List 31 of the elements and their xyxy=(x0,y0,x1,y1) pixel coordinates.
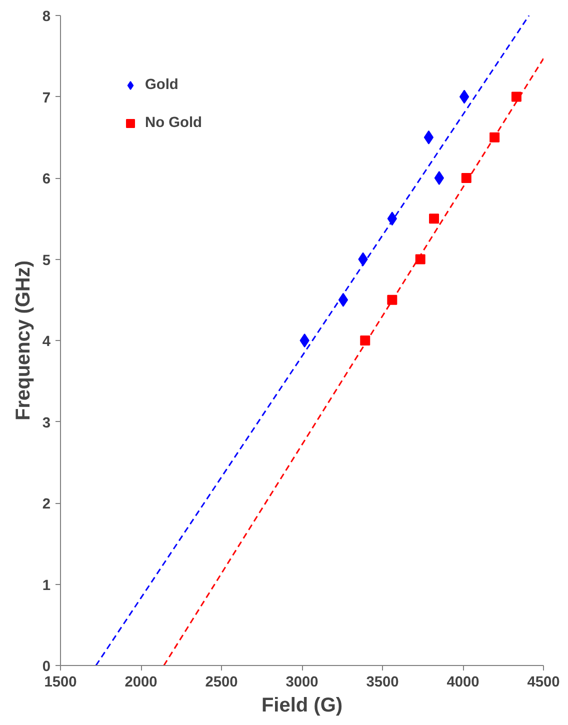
point xyxy=(511,92,522,102)
point xyxy=(429,214,440,224)
point xyxy=(459,90,470,104)
x-tick-label: 3000 xyxy=(286,674,318,690)
x-tick-label: 4000 xyxy=(446,674,480,690)
x-axis-title: Field (G) xyxy=(261,694,343,716)
point xyxy=(461,173,472,183)
y-tick-label: 4 xyxy=(42,334,52,350)
point xyxy=(387,294,398,305)
point xyxy=(434,171,444,185)
point xyxy=(415,254,426,264)
y-tick-label: 8 xyxy=(42,9,51,25)
x-tick-label: 2500 xyxy=(205,674,238,690)
y-tick-label: 3 xyxy=(42,415,51,432)
x-tick-label: 1500 xyxy=(44,674,77,690)
point xyxy=(490,132,500,142)
y-tick-label: 7 xyxy=(42,90,51,106)
legend-label: Gold xyxy=(145,77,178,93)
y-tick-label: 6 xyxy=(42,172,51,188)
legend-label: No Gold xyxy=(145,115,202,131)
y-axis-title: Frequency (GHz) xyxy=(12,260,34,421)
x-tick-label: 2000 xyxy=(124,674,158,690)
point xyxy=(360,336,370,346)
point xyxy=(424,130,434,144)
point xyxy=(300,334,310,348)
y-tick-label: 0 xyxy=(42,659,51,675)
x-tick-label: 4500 xyxy=(527,674,560,690)
y-tick-label: 2 xyxy=(42,496,51,512)
y-tick-label: 1 xyxy=(42,578,51,594)
x-tick-label: 3500 xyxy=(366,674,399,690)
y-tick-label: 5 xyxy=(42,252,51,269)
